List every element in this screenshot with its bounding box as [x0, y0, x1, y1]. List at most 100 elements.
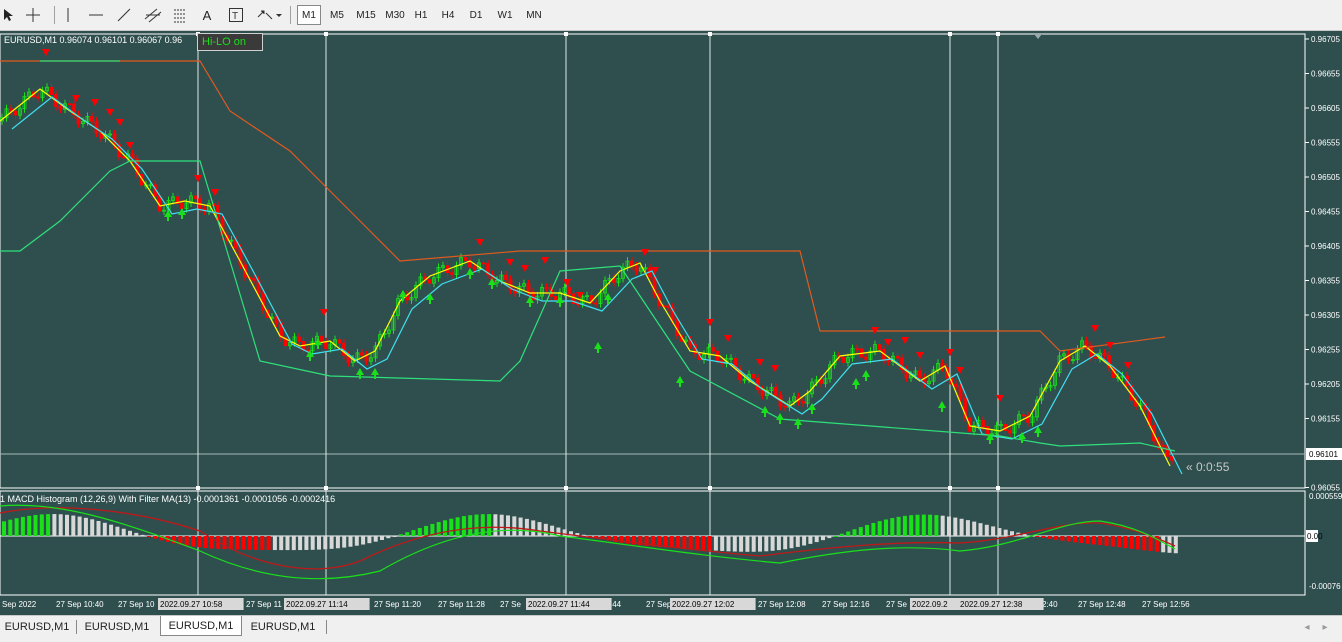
- timeframe-m15[interactable]: M15: [356, 9, 376, 21]
- candle-body: [459, 257, 463, 266]
- candle-body: [418, 276, 423, 286]
- macd-histogram-bar: [1123, 536, 1128, 549]
- macd-histogram-bar: [1047, 536, 1052, 539]
- time-axis-label: 27 Se: [886, 600, 907, 609]
- candle-body: [171, 196, 175, 201]
- sell-arrow: [871, 327, 879, 334]
- buy-arrow: [164, 210, 172, 221]
- crosshair-icon[interactable]: [22, 4, 44, 26]
- candle-body: [85, 116, 90, 122]
- time-axis-label: 27 Sep 12:16: [822, 600, 870, 609]
- candle-body: [864, 356, 868, 360]
- tab-chart-2[interactable]: EURUSD,M1: [84, 621, 150, 633]
- candle-body: [306, 349, 310, 352]
- toolbar: A T M1 M5 M15 M30 H1 H4 D1 W1 MN: [0, 0, 1342, 31]
- timeframe-mn[interactable]: MN: [526, 9, 542, 21]
- macd-histogram-bar: [972, 521, 977, 536]
- candle-body: [886, 359, 891, 363]
- current-price-box: [1306, 448, 1342, 460]
- candle-body: [954, 383, 958, 387]
- tab-chart-4[interactable]: EURUSD,M1: [250, 621, 316, 633]
- macd-histogram-bar: [27, 515, 32, 536]
- macd-histogram-bar: [209, 536, 214, 549]
- macd-histogram-bar: [254, 536, 258, 550]
- candle-body: [981, 420, 985, 427]
- price-scale-label: 0.96705: [1311, 35, 1340, 44]
- candle-body: [1035, 399, 1039, 418]
- time-axis-label: 27 Sep 11:20: [374, 600, 422, 609]
- macd-histogram-bar: [474, 514, 479, 536]
- horizontal-line-icon[interactable]: [86, 4, 106, 26]
- macd-histogram-bar: [178, 536, 183, 545]
- macd-histogram-bar: [997, 528, 1002, 536]
- macd-histogram-bar: [789, 536, 794, 549]
- macd-histogram-bar: [1148, 536, 1153, 551]
- macd-histogram-bar: [455, 517, 460, 536]
- macd-histogram-bar: [732, 536, 737, 552]
- candle-body: [639, 267, 643, 272]
- tab-scroll-left-icon[interactable]: ◂: [1304, 621, 1310, 633]
- macd-histogram-bar: [380, 536, 384, 540]
- macd-histogram-bar: [1142, 536, 1147, 551]
- macd-histogram-bar: [1035, 536, 1040, 537]
- fibonacci-icon[interactable]: [170, 4, 190, 26]
- macd-histogram-bar: [109, 524, 114, 536]
- macd-histogram-bar: [877, 521, 882, 536]
- price-chart[interactable]: 0.96705 0.96655 0.96605 0.96555 0.96505 0.964…: [0, 31, 1342, 615]
- vertical-line-icon[interactable]: [60, 4, 76, 26]
- timeframe-h1[interactable]: H1: [414, 9, 428, 21]
- timeframe-h4[interactable]: H4: [441, 9, 455, 21]
- macd-histogram-bar: [146, 536, 151, 537]
- timeframe-m1[interactable]: M1: [297, 5, 321, 25]
- sell-arrow: [194, 175, 202, 182]
- timeframe-d1[interactable]: D1: [469, 9, 483, 21]
- price-scale-label: 0.96155: [1311, 415, 1340, 424]
- macd-histogram-bar: [783, 536, 788, 550]
- candle-body: [963, 397, 967, 419]
- current-price-label: 0.96101: [1309, 450, 1338, 459]
- candle-body: [625, 260, 630, 268]
- time-marker-box: [158, 598, 244, 610]
- candle-body: [1161, 444, 1165, 447]
- time-marker-label: 2022.09.2: [912, 600, 948, 609]
- candle-body: [162, 209, 166, 212]
- tab-scroll-right-icon[interactable]: ▸: [1322, 621, 1328, 633]
- text-label-icon[interactable]: T: [226, 4, 246, 26]
- macd-histogram-bar: [550, 525, 555, 536]
- macd-histogram-bar: [1085, 536, 1090, 544]
- macd-histogram-bar: [71, 515, 76, 536]
- tab-chart-1[interactable]: EURUSD,M1: [4, 621, 70, 633]
- cursor-icon[interactable]: [0, 4, 16, 26]
- time-marker-label: 2022.09.27 11:44: [528, 600, 590, 609]
- arrows-dropdown-icon[interactable]: [254, 4, 284, 26]
- timeframe-m5[interactable]: M5: [330, 9, 344, 21]
- macd-histogram-bar: [619, 536, 624, 543]
- candle-body: [274, 316, 279, 324]
- hilo-toggle-button[interactable]: Hi-LO on: [197, 33, 263, 51]
- macd-histogram-bar: [172, 536, 177, 544]
- sell-arrow: [901, 337, 909, 344]
- sell-arrow: [126, 142, 134, 149]
- macd-histogram-bar: [134, 532, 139, 536]
- timeframe-m30[interactable]: M30: [385, 9, 405, 21]
- tab-chart-3[interactable]: EURUSD,M1: [160, 616, 242, 636]
- candle-body: [828, 364, 832, 379]
- candle-body: [531, 291, 535, 301]
- macd-histogram-bar: [449, 518, 454, 536]
- chart-window[interactable]: 0.96705 0.96655 0.96605 0.96555 0.96505 0.964…: [0, 31, 1342, 615]
- trendline-icon[interactable]: [114, 4, 134, 26]
- macd-histogram-bar: [335, 536, 340, 549]
- macd-histogram-bar: [928, 514, 933, 536]
- buy-arrow: [862, 370, 870, 381]
- timeframe-w1[interactable]: W1: [497, 9, 513, 21]
- macd-histogram-bar: [298, 536, 303, 551]
- candle-body: [805, 393, 810, 404]
- buy-arrow: [986, 433, 994, 444]
- time-axis-label: 27 Sep 12:56: [1142, 600, 1190, 609]
- macd-histogram-bar: [96, 520, 101, 536]
- text-icon[interactable]: A: [202, 7, 212, 23]
- buy-arrow: [356, 368, 364, 379]
- candle-body: [94, 120, 99, 134]
- sell-arrow: [641, 249, 649, 256]
- equidistant-channel-icon[interactable]: [142, 4, 164, 26]
